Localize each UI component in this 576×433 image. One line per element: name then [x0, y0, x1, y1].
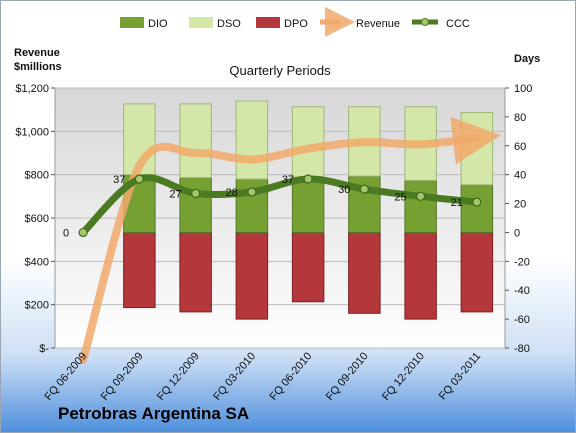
- ccc-point: [416, 191, 426, 201]
- left-axis-tick-label: $800: [25, 170, 49, 182]
- left-axis-tick-label: $1,200: [15, 83, 49, 95]
- ccc-point: [359, 184, 369, 194]
- legend-label-dio: DIO: [148, 18, 168, 30]
- left-axis-tick-label: $1,000: [15, 126, 49, 138]
- legend-label-dso: DSO: [217, 18, 241, 30]
- left-axis-tick-label: $-: [39, 343, 49, 355]
- right-axis-tick-label: -60: [514, 314, 530, 326]
- left-axis-title-line2: $millions: [14, 61, 62, 73]
- left-axis-tick-label: $600: [25, 213, 49, 225]
- bar-dso: [460, 112, 494, 186]
- ccc-data-label: 25: [394, 191, 406, 203]
- bar-dpo: [348, 231, 381, 314]
- right-axis-tick-label: 100: [514, 83, 532, 95]
- legend-label-ccc: CCC: [446, 18, 470, 30]
- ccc-point: [303, 174, 313, 184]
- legend-swatch-dpo: [256, 17, 280, 28]
- left-axis-tick-label: $200: [25, 300, 49, 312]
- bar-dio: [291, 177, 325, 233]
- bar-dio: [404, 179, 437, 233]
- company-name: Petrobras Argentina SA: [58, 404, 249, 423]
- legend: DIO DSO DPO Revenue CCC: [120, 7, 470, 37]
- chart-title: Quarterly Periods: [229, 63, 331, 78]
- ccc-data-label: 37: [113, 174, 125, 186]
- bar-dio: [460, 184, 494, 233]
- ccc-data-label: 21: [451, 197, 463, 209]
- ccc-data-label: 30: [338, 184, 350, 196]
- ccc-layer: 0 37 27 28 37 30 25 21: [63, 174, 482, 239]
- right-axis-tick-label: 40: [514, 170, 526, 182]
- right-axis-tick-label: 80: [514, 112, 526, 124]
- ccc-point: [78, 227, 88, 238]
- right-axis-tick-label: 20: [514, 199, 526, 211]
- ccc-data-label: 27: [169, 188, 181, 200]
- bar-dso: [235, 100, 269, 180]
- revenue-layer: [79, 116, 501, 364]
- right-axis-tick-label: -20: [514, 256, 530, 268]
- bar-dpo: [179, 231, 212, 313]
- right-axis-tick-label: -40: [514, 285, 530, 297]
- right-axis-tick-label: 60: [514, 141, 526, 153]
- right-axis-title: Days: [514, 53, 540, 65]
- bar-dpo: [235, 231, 269, 320]
- left-axis-title-line1: Revenue: [14, 47, 60, 59]
- right-axis-tick-label: 0: [514, 227, 520, 239]
- bar-dio: [179, 177, 212, 233]
- bar-dso: [291, 106, 325, 179]
- bar-dpo: [291, 231, 325, 303]
- ccc-data-label: 37: [282, 174, 294, 186]
- legend-label-revenue: Revenue: [356, 18, 400, 30]
- revenue-line: [79, 116, 501, 364]
- legend-swatch-dso: [189, 17, 213, 28]
- bar-dpo: [460, 231, 494, 313]
- bars-layer: [123, 100, 494, 320]
- legend-label-dpo: DPO: [284, 18, 308, 30]
- legend-swatch-dio: [120, 17, 144, 28]
- ccc-point: [472, 197, 482, 207]
- bar-dso: [179, 103, 212, 179]
- ccc-data-label: 0: [63, 227, 69, 239]
- ccc-point: [247, 187, 257, 197]
- ccc-point: [191, 188, 201, 199]
- bar-dpo: [123, 231, 156, 309]
- legend-swatch-ccc-marker: [421, 18, 429, 26]
- bar-dpo: [404, 231, 437, 320]
- right-axis-tick-label: -80: [514, 343, 530, 355]
- ccc-point: [134, 174, 144, 184]
- ccc-data-label: 28: [226, 187, 238, 199]
- left-axis-tick-label: $400: [25, 256, 49, 268]
